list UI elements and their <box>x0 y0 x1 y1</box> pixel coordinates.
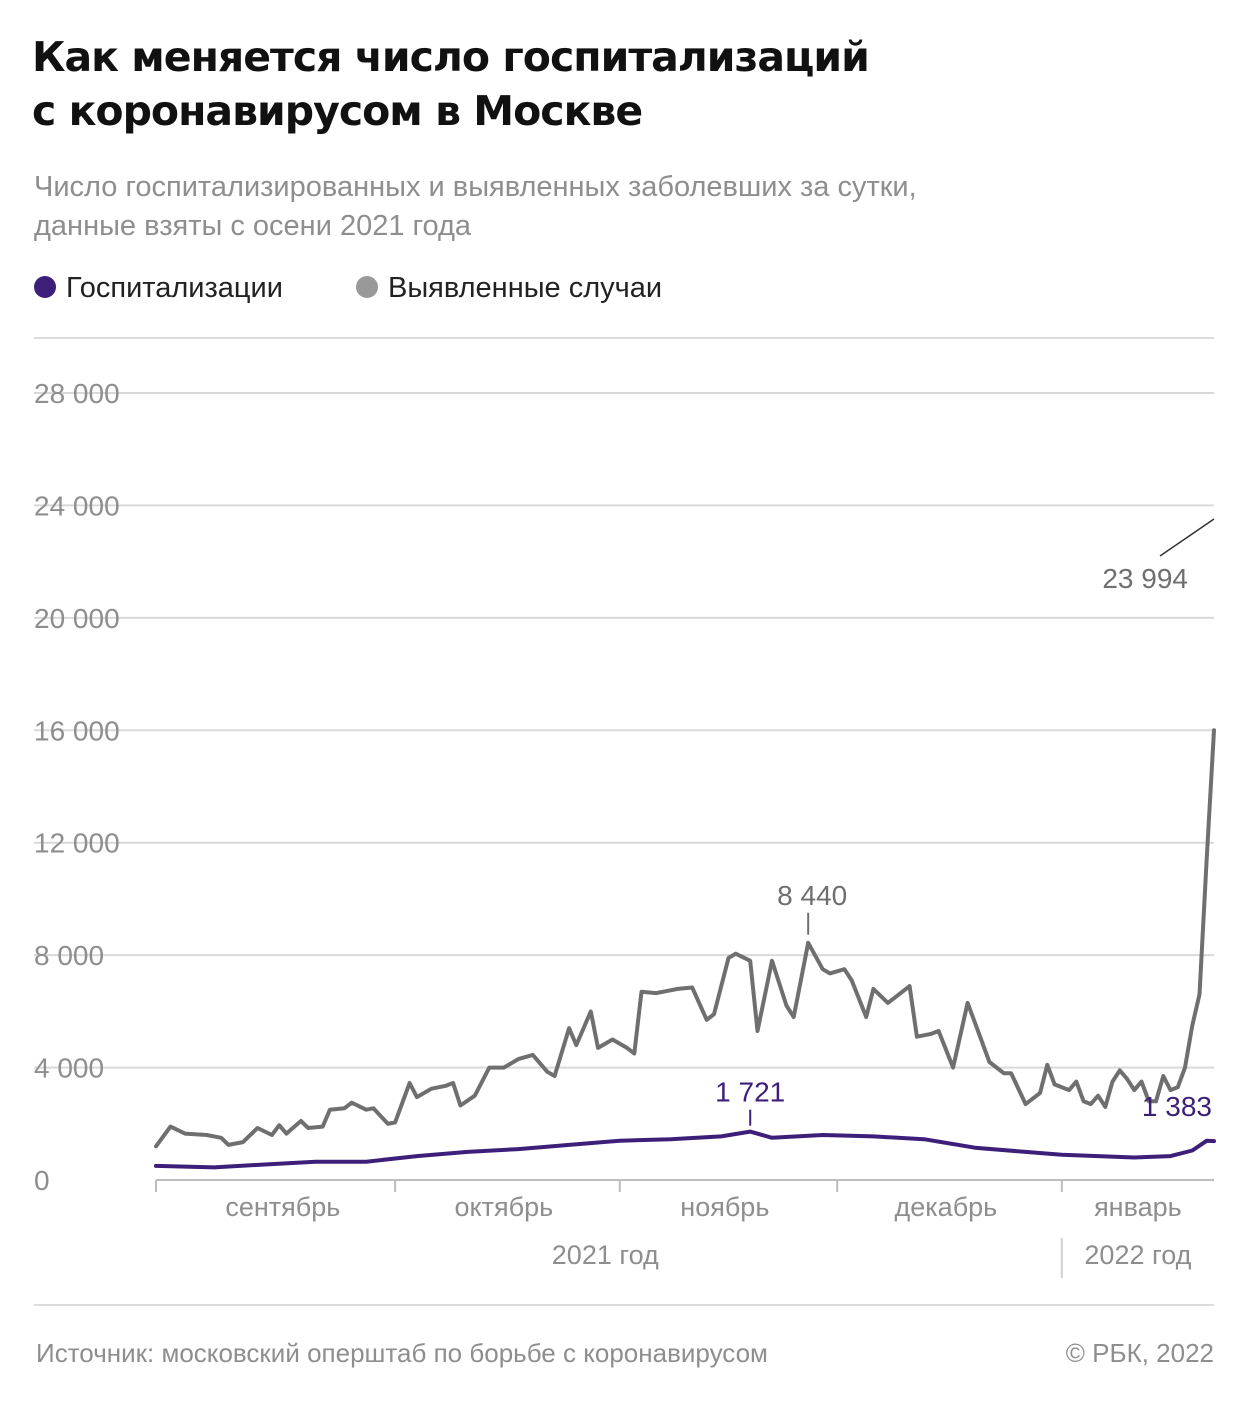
chart-subtitle-line-1: Число госпитализированных и выявленных з… <box>34 171 917 203</box>
annotation-cases-last: 23 994 <box>1102 563 1188 594</box>
chart-title: Как меняется число госпитализаций с коро… <box>32 30 1212 138</box>
year-label-2022: 2022 год <box>1084 1240 1191 1270</box>
month-label-2021-12-01: декабрь <box>895 1192 998 1222</box>
month-label-2022-01-01: январь <box>1094 1192 1182 1222</box>
annotation-hosp-last: 1 383 <box>1142 1091 1212 1122</box>
legend-label-cases: Выявленные случаи <box>388 272 663 304</box>
y-tick-label-0: 0 <box>34 1165 50 1196</box>
y-tick-label-12000: 12 000 <box>34 828 120 859</box>
y-tick-label-16000: 16 000 <box>34 715 120 746</box>
legend-dot-cases-icon <box>356 276 378 299</box>
series-line-hospitalizations <box>154 1129 1216 1170</box>
y-tick-label-8000: 8 000 <box>34 940 104 971</box>
top-divider <box>34 337 1214 339</box>
annotation-leader-cases-last <box>1159 518 1215 557</box>
month-label-2021-11-01: ноябрь <box>680 1192 769 1222</box>
source-note: Источник: московский оперштаб по борьбе … <box>36 1338 768 1368</box>
chart-subtitle: Число госпитализированных и выявленных з… <box>34 168 1214 246</box>
annotation-cases-peak: 8 440 <box>777 880 847 911</box>
line-chart: 0 4 000 8 000 12 000 16 000 20 000 24 000 28 00… <box>34 378 1216 1278</box>
y-tick-label-20000: 20 000 <box>34 603 120 634</box>
month-label-2021-09-01: сентябрь <box>225 1192 340 1222</box>
series-line-cases <box>154 728 1216 1149</box>
bottom-divider <box>34 1304 1214 1306</box>
y-tick-label-28000: 28 000 <box>34 378 120 409</box>
legend-item-hospitalizations: Госпитализации <box>34 268 283 308</box>
chart-title-line-1: Как меняется число госпитализаций <box>32 33 870 81</box>
legend-label-hospitalizations: Госпитализации <box>66 272 283 304</box>
annotation-hosp-peak: 1 721 <box>715 1077 785 1108</box>
chart-subtitle-line-2: данные взяты с осени 2021 года <box>34 210 472 242</box>
legend-dot-hospitalizations-icon <box>34 276 56 299</box>
legend-item-cases: Выявленные случаи <box>356 268 662 308</box>
copyright: © РБК, 2022 <box>1065 1338 1214 1368</box>
y-tick-label-24000: 24 000 <box>34 490 120 521</box>
month-label-2021-10-01: октябрь <box>454 1192 553 1222</box>
year-label-2021: 2021 год <box>552 1240 659 1270</box>
y-tick-label-4000: 4 000 <box>34 1053 104 1084</box>
chart-title-line-2: с коронавирусом в Москве <box>32 87 643 135</box>
